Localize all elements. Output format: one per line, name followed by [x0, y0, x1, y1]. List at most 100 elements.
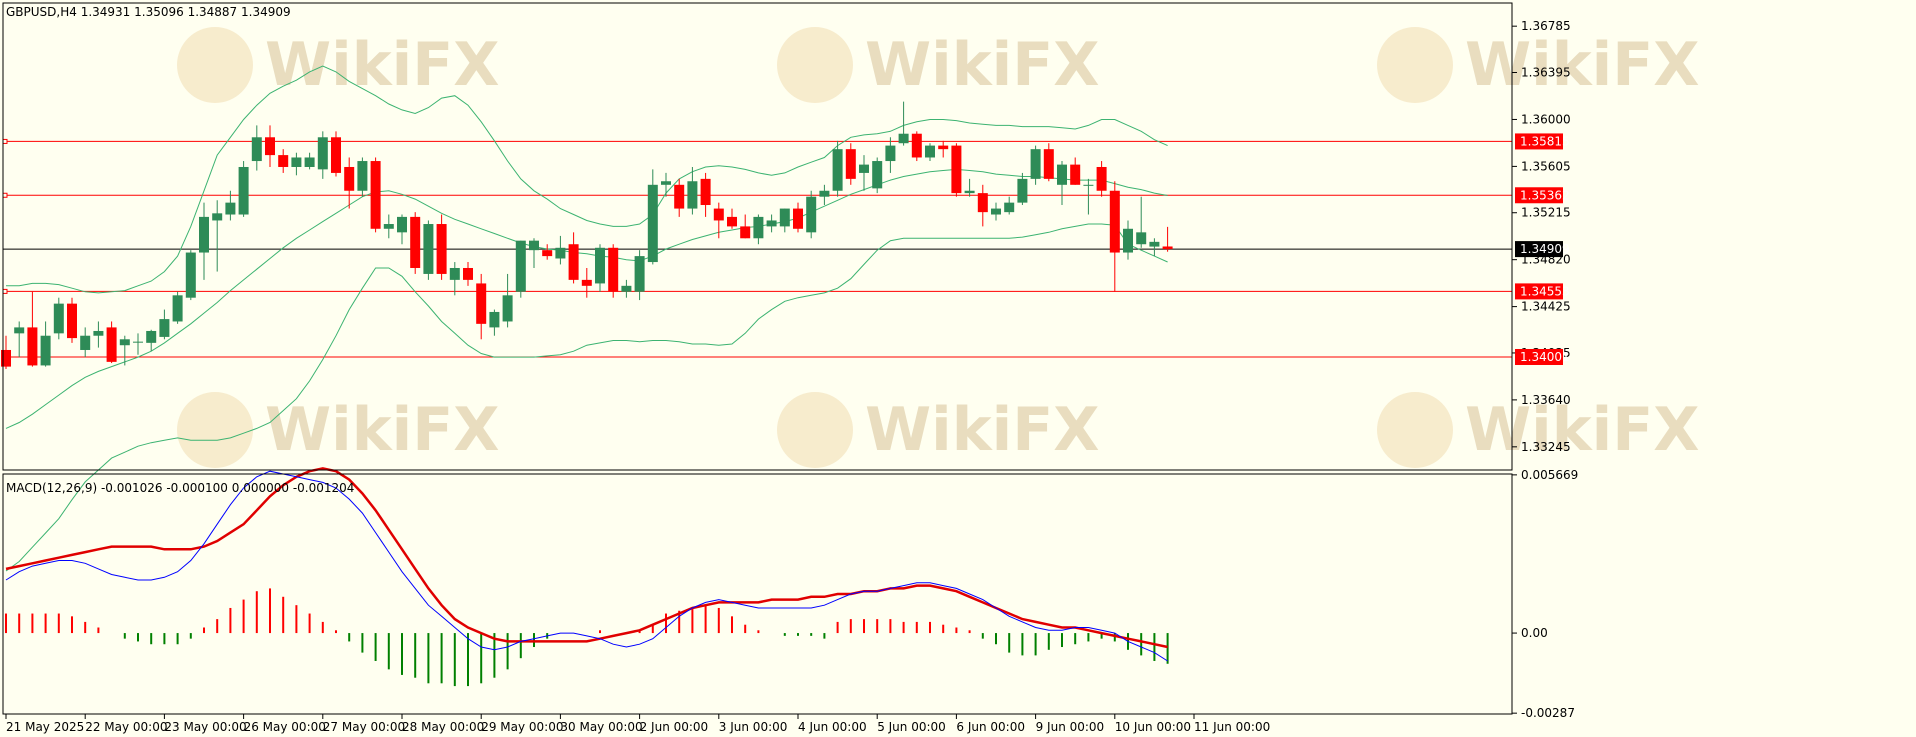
- level-anchor: [2, 138, 8, 144]
- current-price-badge: [1515, 241, 1563, 258]
- candle: [1070, 157, 1081, 185]
- candle-body: [713, 208, 724, 221]
- candle: [1096, 161, 1107, 197]
- candle: [436, 214, 447, 280]
- level-price-badge: [1515, 133, 1563, 150]
- price-tick-label: 1.34425: [1521, 300, 1571, 314]
- candle-body: [383, 224, 394, 229]
- candle-body: [529, 240, 539, 251]
- current-price-label: 1.34909: [1520, 242, 1570, 256]
- candle-body: [1017, 178, 1028, 203]
- time-tick-label: 27 May 00:00: [323, 720, 405, 734]
- macd-pane-frame: [2, 473, 1513, 715]
- candle-body: [1057, 164, 1067, 185]
- candle-body: [93, 330, 104, 336]
- candle: [700, 172, 711, 217]
- candle: [911, 131, 922, 162]
- bollinger-middle-line: [5, 168, 1168, 429]
- macd-pane[interactable]: [5, 467, 1169, 687]
- candle: [1149, 238, 1160, 257]
- time-tick-label: 6 Jun 00:00: [956, 720, 1025, 734]
- candle: [885, 137, 896, 173]
- candle: [291, 152, 302, 176]
- level-price-badge: [1515, 283, 1563, 300]
- watermark-logo: [1377, 392, 1453, 468]
- candle: [489, 309, 500, 336]
- macd-info: MACD(12,26,9) -0.001026 -0.000100 0.0000…: [6, 481, 354, 495]
- candle: [713, 202, 724, 239]
- candle: [14, 321, 25, 358]
- bollinger-upper-line: [6, 65, 1168, 294]
- candle-body: [53, 303, 64, 334]
- candle-body: [700, 178, 711, 206]
- level-price-badge: [1515, 348, 1563, 365]
- candle: [925, 143, 935, 162]
- watermark-logo: [177, 392, 253, 468]
- candle-body: [27, 327, 38, 366]
- candle: [1162, 226, 1173, 252]
- candle-body: [1149, 241, 1160, 247]
- watermark-text: WikiFX: [865, 395, 1099, 465]
- candle: [845, 143, 856, 185]
- candle-body: [146, 330, 157, 343]
- candle: [265, 125, 275, 167]
- candle-body: [119, 339, 130, 346]
- watermark-text: WikiFX: [265, 395, 499, 465]
- candle-body: [859, 164, 869, 173]
- watermark-logo: [777, 27, 853, 103]
- symbol-info: GBPUSD,H4 1.34931 1.35096 1.34887 1.3490…: [6, 5, 291, 19]
- candle: [225, 190, 236, 221]
- candle-body: [898, 133, 909, 144]
- level-price-label: 1.35815: [1520, 134, 1570, 148]
- price-pane[interactable]: [1, 65, 1512, 572]
- candle: [370, 157, 381, 233]
- candle: [555, 235, 566, 265]
- candle-body: [1, 349, 11, 367]
- price-tick-label: 1.36395: [1521, 66, 1571, 80]
- candle-body: [265, 137, 275, 156]
- candle-body: [832, 149, 843, 191]
- watermark-layer: WikiFX WikiFX WikiFX WikiFX WikiFX WikiFX: [177, 27, 1699, 468]
- candle: [819, 184, 830, 206]
- macd-tick-label: 0.005669: [1521, 468, 1578, 482]
- candle: [832, 140, 843, 197]
- candle-body: [1109, 190, 1120, 253]
- candle: [212, 200, 223, 272]
- candle: [964, 178, 975, 197]
- candle-body: [687, 181, 698, 209]
- time-tick-label: 9 Jun 00:00: [1036, 720, 1105, 734]
- candle-body: [779, 208, 790, 227]
- candle-body: [476, 283, 487, 324]
- candle-body: [67, 303, 77, 339]
- time-tick-label: 22 May 00:00: [85, 720, 167, 734]
- candle: [344, 157, 355, 209]
- time-tick-label: 29 May 00:00: [481, 720, 563, 734]
- candle-body: [106, 327, 117, 362]
- candle: [542, 244, 553, 260]
- candle: [687, 166, 698, 215]
- watermark-text: WikiFX: [265, 30, 499, 100]
- candle: [1004, 196, 1015, 215]
- macd-tick-label: 0.00: [1521, 626, 1548, 640]
- candle-body: [555, 247, 566, 259]
- candle: [383, 214, 394, 239]
- candle: [634, 250, 645, 301]
- candle-body: [1162, 246, 1173, 250]
- candle: [766, 214, 777, 233]
- candle-body: [502, 295, 513, 322]
- candle: [674, 178, 685, 217]
- time-tick-label: 21 May 2025: [6, 720, 84, 734]
- axes-layer: 1.367851.363951.360001.356051.352151.348…: [2, 2, 1578, 734]
- candle-body: [1070, 164, 1081, 185]
- price-tick-label: 1.36000: [1521, 112, 1571, 126]
- candle-body: [977, 193, 988, 213]
- price-tick-label: 1.35605: [1521, 159, 1571, 173]
- candle-body: [212, 213, 223, 221]
- candle: [753, 214, 764, 245]
- candle: [568, 232, 579, 284]
- time-tick-label: 26 May 00:00: [244, 720, 326, 734]
- candle-body: [1083, 184, 1094, 186]
- time-tick-label: 5 Jun 00:00: [877, 720, 946, 734]
- time-tick-label: 30 May 00:00: [560, 720, 642, 734]
